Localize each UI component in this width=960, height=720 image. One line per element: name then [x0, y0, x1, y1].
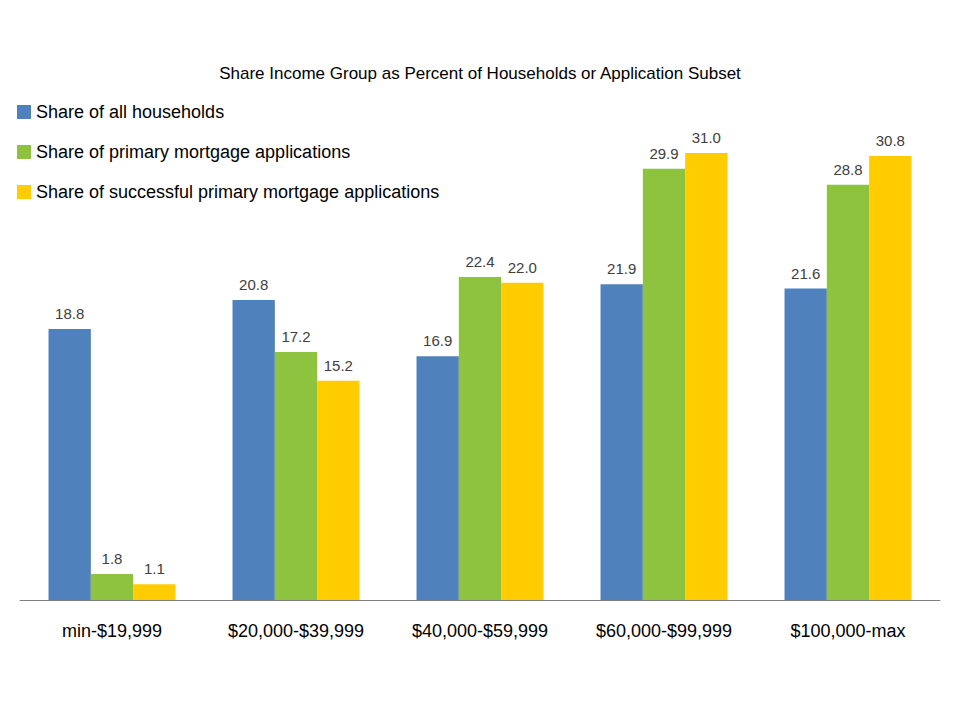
svg-text:30.8: 30.8 — [876, 132, 905, 149]
svg-text:16.9: 16.9 — [423, 332, 452, 349]
svg-text:$20,000-$39,999: $20,000-$39,999 — [228, 621, 364, 641]
svg-text:22.0: 22.0 — [508, 259, 537, 276]
svg-text:17.2: 17.2 — [281, 328, 310, 345]
svg-text:Share of primary mortgage appl: Share of primary mortgage applications — [36, 142, 350, 162]
svg-text:31.0: 31.0 — [692, 129, 721, 146]
svg-text:21.6: 21.6 — [791, 265, 820, 282]
svg-text:$60,000-$99,999: $60,000-$99,999 — [596, 621, 732, 641]
svg-text:Share of successful primary mo: Share of successful primary mortgage app… — [36, 182, 439, 202]
svg-text:15.2: 15.2 — [324, 357, 353, 374]
svg-text:Share of all households: Share of all households — [36, 102, 224, 122]
svg-text:$100,000-max: $100,000-max — [790, 621, 905, 641]
svg-text:Share Income Group as Percent: Share Income Group as Percent of Househo… — [219, 64, 741, 83]
svg-text:1.8: 1.8 — [102, 550, 123, 567]
svg-text:1.1: 1.1 — [144, 560, 165, 577]
svg-text:22.4: 22.4 — [465, 253, 494, 270]
svg-text:20.8: 20.8 — [239, 276, 268, 293]
svg-text:29.9: 29.9 — [649, 145, 678, 162]
svg-text:21.9: 21.9 — [607, 260, 636, 277]
svg-text:min-$19,999: min-$19,999 — [62, 621, 162, 641]
svg-text:$40,000-$59,999: $40,000-$59,999 — [412, 621, 548, 641]
svg-text:18.8: 18.8 — [55, 305, 84, 322]
svg-text:28.8: 28.8 — [833, 161, 862, 178]
